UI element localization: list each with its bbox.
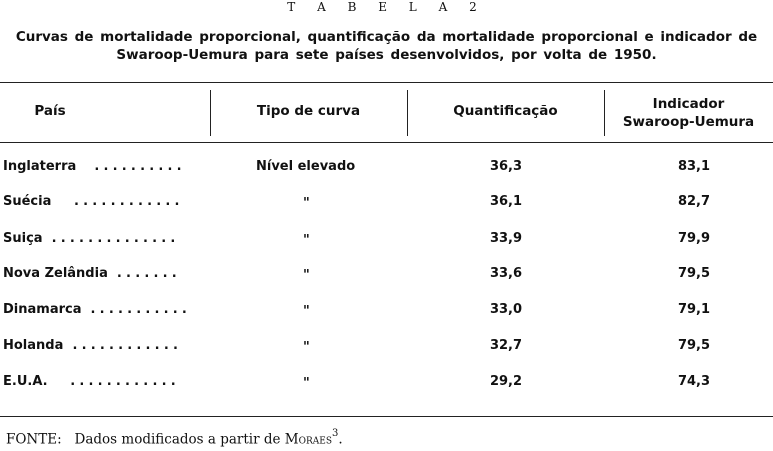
dot-leader: ........... xyxy=(90,302,192,317)
indicador-cell: 83,1 xyxy=(677,159,711,174)
indicador-cell: 82,7 xyxy=(677,194,711,209)
header-indicador-line1: Indicador xyxy=(652,96,725,112)
column-divider xyxy=(407,90,408,136)
bottom-rule xyxy=(0,416,773,417)
quantificacao-cell: 32,7 xyxy=(489,338,523,353)
indicador-cell: 79,5 xyxy=(677,338,711,353)
dot-leader: ............ xyxy=(72,338,183,353)
country-name: Nova Zelândia xyxy=(3,266,108,281)
country-cell: E.U.A. ............ xyxy=(3,374,180,389)
curve-type-cell: " xyxy=(303,340,310,355)
country-name: Suécia xyxy=(3,194,52,209)
curve-type-cell: " xyxy=(303,233,310,248)
indicador-cell: 79,1 xyxy=(677,302,711,317)
quantificacao-cell: 29,2 xyxy=(489,374,523,389)
country-name: Dinamarca xyxy=(3,302,82,317)
country-cell: Inglaterra .......... xyxy=(3,159,186,174)
source-note: FONTE: Dados modificados a partir de Mor… xyxy=(6,428,343,448)
source-author: Moraes xyxy=(284,431,333,448)
quantificacao-cell: 36,1 xyxy=(489,194,523,209)
table-number: T A B E L A 2 xyxy=(287,0,486,14)
source-text: Dados modificados a partir de xyxy=(74,431,281,448)
country-name: Inglaterra xyxy=(3,159,77,174)
source-reference: 3 xyxy=(332,428,339,439)
source-label: FONTE: xyxy=(6,431,62,448)
curve-type-cell: " xyxy=(303,268,310,283)
country-cell: Suécia ............ xyxy=(3,194,184,209)
quantificacao-cell: 33,6 xyxy=(489,266,523,281)
curve-type-cell: " xyxy=(303,376,310,391)
header-indicador: Indicador Swaroop-Uemura xyxy=(604,95,773,131)
dot-leader: ....... xyxy=(116,266,181,281)
column-divider xyxy=(604,90,605,136)
country-cell: Holanda ............ xyxy=(3,338,182,353)
dot-leader: .......... xyxy=(94,159,186,174)
country-name: Holanda xyxy=(3,338,64,353)
top-rule xyxy=(0,82,773,83)
source-end: . xyxy=(338,431,343,448)
header-indicador-line2: Swaroop-Uemura xyxy=(622,114,755,130)
quantificacao-cell: 33,9 xyxy=(489,231,523,246)
header-quantificacao: Quantificação xyxy=(453,103,558,119)
curve-type-cell: " xyxy=(303,304,310,319)
dot-leader: ............ xyxy=(74,194,184,209)
quantificacao-cell: 36,3 xyxy=(489,159,523,174)
column-divider xyxy=(210,90,211,136)
country-name: E.U.A. xyxy=(3,374,48,389)
indicador-cell: 79,5 xyxy=(677,266,711,281)
header-rule xyxy=(0,142,773,143)
country-cell: Dinamarca ........... xyxy=(3,302,191,317)
curve-type-cell: Nível elevado xyxy=(256,159,356,174)
dot-leader: .............. xyxy=(51,231,180,246)
quantificacao-cell: 33,0 xyxy=(489,302,523,317)
indicador-cell: 74,3 xyxy=(677,374,711,389)
table-caption: Curvas de mortalidade proporcional, quan… xyxy=(15,29,758,63)
country-name: Suiça xyxy=(3,231,43,246)
header-pais: País xyxy=(34,103,66,119)
dot-leader: ............ xyxy=(70,374,180,389)
header-tipo-de-curva: Tipo de curva xyxy=(256,103,361,119)
country-cell: Suiça .............. xyxy=(3,231,180,246)
country-cell: Nova Zelândia ....... xyxy=(3,266,181,281)
curve-type-cell: " xyxy=(303,196,310,211)
indicador-cell: 79,9 xyxy=(677,231,711,246)
